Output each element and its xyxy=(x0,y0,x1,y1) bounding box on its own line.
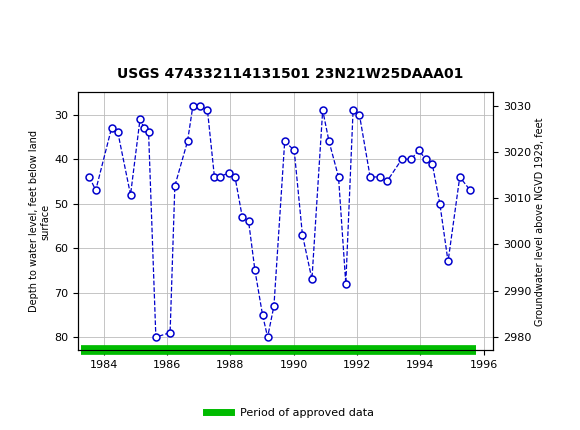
Legend: Period of approved data: Period of approved data xyxy=(202,403,378,422)
Y-axis label: Groundwater level above NGVD 1929, feet: Groundwater level above NGVD 1929, feet xyxy=(535,117,545,326)
Text: USGS 474332114131501 23N21W25DAAA01: USGS 474332114131501 23N21W25DAAA01 xyxy=(117,67,463,81)
Text: ≡USGS: ≡USGS xyxy=(9,15,79,33)
Y-axis label: Depth to water level, feet below land
surface: Depth to water level, feet below land su… xyxy=(28,130,50,313)
